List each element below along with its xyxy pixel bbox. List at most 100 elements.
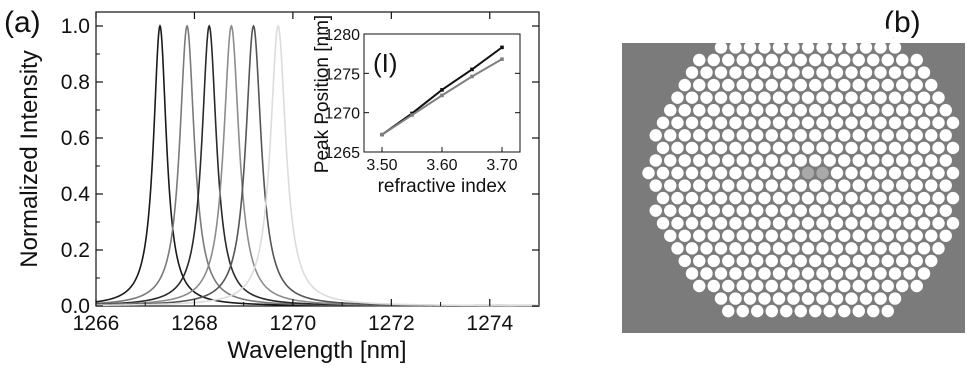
lattice-hole [874,91,887,104]
lattice-hole [758,41,771,54]
lattice-hole [946,116,960,129]
lattice-hole [888,141,902,155]
lattice-hole [772,91,786,104]
lattice-hole [743,166,757,180]
lattice-hole [678,78,691,92]
photonic-crystal-panel [622,28,965,333]
lattice-hole [816,267,829,280]
lattice-hole [946,217,960,230]
lattice-hole [910,129,923,142]
lattice-hole [881,104,894,117]
lattice-hole [801,66,815,79]
lattice-hole [801,91,815,104]
lattice-hole [685,242,699,255]
lattice-hole [852,154,865,167]
lattice-hole [671,191,684,205]
lattice-hole [830,91,844,104]
lattice-hole [874,66,887,79]
lattice-hole [859,116,873,129]
lattice-hole [772,66,786,79]
lattice-hole [736,229,749,242]
lattice-hole [780,28,793,42]
lattice-hole [722,78,735,92]
lattice-hole [765,28,778,42]
lattice-hole [671,217,684,230]
lattice-hole [888,267,902,280]
lattice-hole [700,91,713,104]
lattice-hole [896,229,909,242]
lattice-hole [780,129,793,142]
lattice-hole [845,267,858,280]
lattice-hole [910,104,923,117]
lattice-hole [809,53,822,67]
x-tick-label: 1270 [270,312,317,335]
lattice-hole [729,166,742,180]
lattice-hole [809,129,822,142]
lattice-hole [910,154,923,167]
lattice-hole [896,154,909,167]
lattice-hole [852,254,865,268]
lattice-hole [917,91,931,104]
lattice-hole [946,166,960,180]
lattice-hole [700,267,713,280]
lattice-hole [903,116,916,129]
lattice-hole [787,292,800,305]
lattice-hole [722,204,735,217]
lattice-hole [801,267,815,280]
inset-y-tick-label: 1270 [324,106,360,123]
lattice-hole [758,166,771,180]
lattice-hole [787,41,800,54]
lattice-hole [772,116,786,129]
lattice-hole [722,104,735,117]
inset-x-tick-label: 3.60 [426,157,457,174]
lattice-hole [874,217,887,230]
lattice-hole [780,53,793,67]
lattice-hole [838,129,851,142]
lattice-hole [729,217,742,230]
lattice-hole [714,217,728,230]
lattice-hole [685,191,699,205]
lattice-hole [867,179,880,192]
x-tick-label: 1274 [466,312,513,335]
lattice-hole [780,104,793,117]
lattice-hole [932,242,945,255]
lattice-hole [693,154,706,167]
lattice-hole [830,141,844,155]
lattice-hole [946,191,960,205]
lattice-hole [678,254,691,268]
lattice-hole [678,204,691,217]
lattice-hole [722,279,735,293]
lattice-hole [736,104,749,117]
lattice-hole [903,217,916,230]
lattice-hole [714,166,728,180]
lattice-hole [794,304,807,318]
lattice-hole [932,91,945,104]
lattice-hole [736,179,749,192]
inset-x-tick-label: 3.70 [486,157,517,174]
lattice-hole [693,78,706,92]
lattice-hole [714,267,728,280]
lattice-hole [903,242,916,255]
lattice-hole [751,28,764,42]
lattice-hole [910,204,923,217]
lattice-hole [874,292,887,305]
lattice-hole [823,279,836,293]
lattice-hole [859,41,873,54]
lattice-hole [751,129,764,142]
lattice-hole [838,304,851,318]
lattice-hole [765,53,778,67]
lattice-hole [830,292,844,305]
y-tick-label: 0.8 [61,71,90,94]
lattice-hole [693,129,706,142]
lattice-hole [656,141,670,155]
lattice-hole [881,279,894,293]
lattice-hole [823,254,836,268]
lattice-hole [925,254,938,268]
lattice-hole [743,267,757,280]
lattice-hole [917,191,931,205]
lattice-hole [939,179,952,192]
lattice-hole [743,292,757,305]
lattice-hole [896,204,909,217]
lattice-hole [917,242,931,255]
